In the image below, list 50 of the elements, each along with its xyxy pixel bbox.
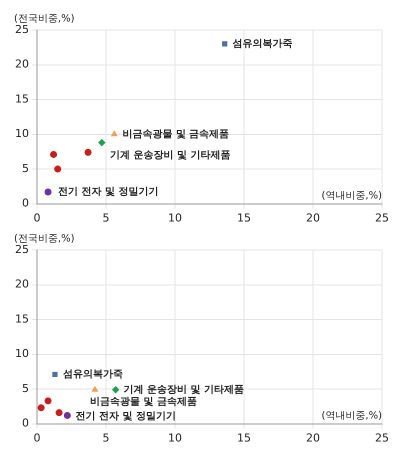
point [92,386,98,392]
x-tick-label: 20 [306,211,320,224]
y-axis-title: (전국비중,%) [14,234,75,245]
x-tick-label: 15 [237,211,251,224]
point [112,386,120,394]
point [54,166,62,173]
x-tick-label: 25 [375,431,389,444]
series-label: 기계 운송장비 및 기타제품 [124,384,244,396]
y-tick-label: 0 [22,196,29,210]
point [111,130,118,136]
point [44,188,52,196]
x-tick-label: 20 [306,431,320,444]
series-label: 전기 전자 및 정밀기기 [58,186,158,198]
x-tick-label: 10 [168,211,182,224]
y-tick-label: 20 [14,278,29,291]
y-tick-label: 15 [14,92,29,106]
point [222,41,228,47]
x-tick-label: 0 [33,431,40,444]
y-axis-title: (전국비중,%) [14,14,75,25]
x-axis-title: (역내비중,%) [322,410,382,422]
point [50,150,58,158]
point [38,404,45,412]
x-tick-label: 25 [375,211,389,224]
point [52,372,58,378]
series-label: 비금속광물 및 금속제품 [122,128,230,140]
y-tick-label: 10 [14,347,29,360]
y-tick-label: 20 [14,58,29,71]
point [84,148,92,156]
x-tick-label: 5 [102,431,110,444]
series-label: 섬유의복가죽 [62,369,123,380]
point [44,397,52,404]
series-label: 섬유의복가죽 [232,38,293,50]
point [98,139,106,146]
y-tick-label: 5 [22,382,29,395]
series-label: 기계 운송장비 및 기타제품 [110,150,230,162]
x-tick-label: 15 [237,431,251,444]
y-tick-label: 10 [14,127,29,140]
x-tick-label: 5 [102,211,110,224]
y-tick-label: 0 [22,416,29,430]
y-tick-label: 15 [14,312,29,326]
y-tick-label: 25 [14,242,29,256]
x-axis-title: (역내비중,%) [322,190,382,202]
series-label: 비금속광물 및 금속제품 [90,396,197,408]
point [64,412,71,419]
series-label: 전기 전자 및 정밀기기 [75,411,176,422]
y-tick-label: 25 [14,22,29,36]
x-tick-label: 10 [168,431,182,444]
y-tick-label: 5 [22,162,29,175]
point [56,409,63,416]
x-tick-label: 0 [33,211,40,224]
